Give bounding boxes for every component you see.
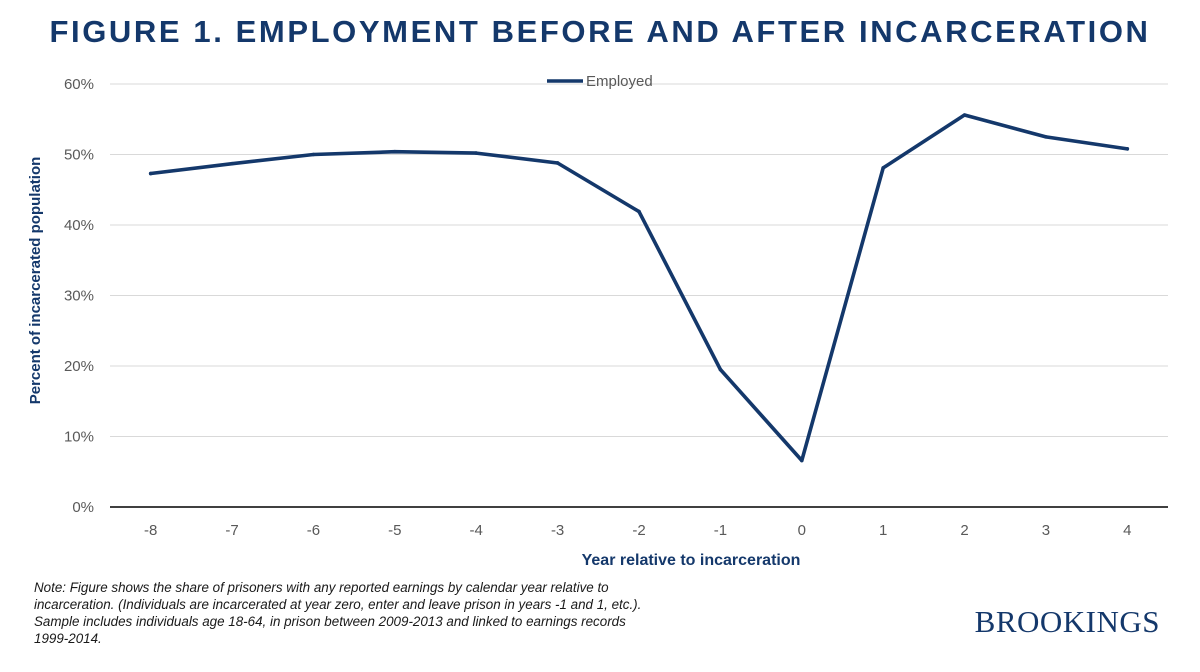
- y-axis-title: Percent of incarcerated population: [27, 157, 44, 405]
- x-tick-label: -3: [551, 522, 564, 539]
- note-line: Sample includes individuals age 18-64, i…: [34, 614, 626, 629]
- y-tick-label: 40%: [64, 217, 94, 234]
- x-tick-label: 2: [960, 522, 968, 539]
- y-tick-label: 50%: [64, 147, 94, 164]
- note-line: 1999-2014.: [34, 631, 102, 646]
- x-tick-label: -2: [632, 522, 645, 539]
- figure-title: FIGURE 1. EMPLOYMENT BEFORE AND AFTER IN…: [49, 14, 1151, 49]
- data-point: [230, 161, 234, 166]
- x-tick-label: -7: [225, 522, 238, 539]
- note-line: Note: Figure shows the share of prisoner…: [34, 580, 609, 595]
- data-point: [311, 152, 316, 157]
- x-tick-label: 0: [798, 522, 806, 539]
- x-tick-label: -4: [470, 522, 483, 539]
- y-tick-label: 60%: [64, 76, 94, 93]
- data-point: [1125, 147, 1130, 151]
- x-tick-label: -1: [714, 522, 727, 539]
- data-point: [1044, 135, 1048, 139]
- x-tick-label: -6: [307, 522, 320, 539]
- data-point: [637, 209, 641, 214]
- y-tick-label: 20%: [64, 358, 94, 375]
- data-point: [881, 166, 885, 170]
- note-line: incarceration. (Individuals are incarcer…: [34, 597, 642, 612]
- data-point: [393, 149, 397, 154]
- y-tick-label: 10%: [64, 429, 94, 446]
- x-axis-title: Year relative to incarceration: [582, 552, 801, 569]
- x-tick-label: 4: [1123, 522, 1131, 539]
- x-tick-label: -5: [388, 522, 401, 539]
- x-tick-label: 3: [1042, 522, 1050, 539]
- data-point: [555, 161, 560, 165]
- y-tick-label: 0%: [72, 499, 94, 516]
- x-tick-label: 1: [879, 522, 887, 539]
- y-tick-label: 30%: [64, 288, 94, 305]
- figure-note: Note: Figure shows the share of prisoner…: [34, 579, 734, 647]
- data-point: [962, 113, 967, 117]
- data-point: [718, 367, 723, 372]
- data-point: [799, 458, 804, 463]
- data-point: [148, 171, 153, 176]
- x-tick-label: -8: [144, 522, 157, 539]
- legend-label: Employed: [586, 73, 653, 90]
- brookings-logo: BROOKINGS: [974, 604, 1160, 639]
- data-point: [474, 151, 479, 155]
- series-line-employed: [148, 113, 1130, 463]
